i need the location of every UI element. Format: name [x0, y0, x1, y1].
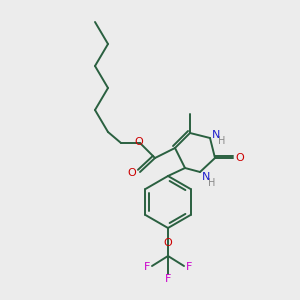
Text: O: O: [135, 137, 143, 147]
Text: N: N: [202, 172, 210, 182]
Text: O: O: [164, 238, 172, 248]
Text: N: N: [212, 130, 220, 140]
Text: H: H: [218, 136, 226, 146]
Text: F: F: [144, 262, 150, 272]
Text: F: F: [186, 262, 192, 272]
Text: F: F: [165, 274, 171, 284]
Text: O: O: [236, 153, 244, 163]
Text: O: O: [128, 168, 136, 178]
Text: H: H: [208, 178, 216, 188]
